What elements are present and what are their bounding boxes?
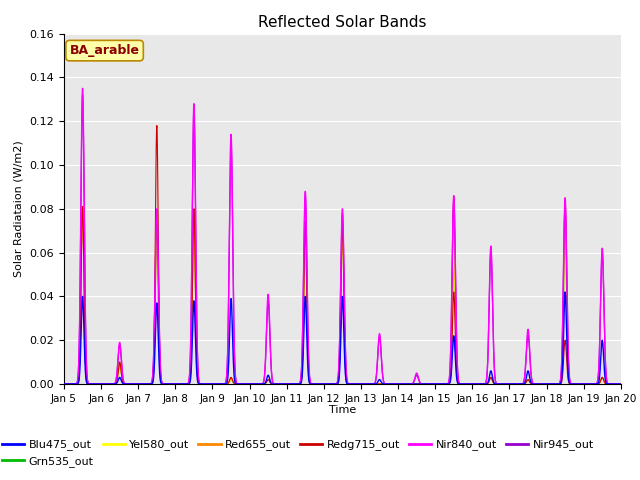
Blu475_out [499,381,507,387]
Grn535_out [436,381,444,387]
Nir840_out [467,381,475,387]
Line: Grn535_out: Grn535_out [64,209,621,384]
Redg715_out [153,123,161,129]
Blu475_out [467,381,475,387]
Blu475_out [322,381,330,387]
Yel580_out [161,381,168,387]
Red655_out [617,381,625,387]
Red655_out [468,381,476,387]
Redg715_out [499,381,507,387]
Yel580_out [357,381,365,387]
Line: Yel580_out: Yel580_out [64,209,621,384]
Red655_out [450,193,458,199]
Redg715_out [161,381,168,387]
Line: Nir945_out: Nir945_out [64,95,621,384]
Blu475_out [617,381,625,387]
Red655_out [160,381,168,387]
Line: Blu475_out: Blu475_out [64,292,621,384]
Nir840_out [436,381,444,387]
Red655_out [322,381,330,387]
Redg715_out [468,381,476,387]
Nir945_out [79,92,86,98]
Nir945_out [467,381,475,387]
Redg715_out [617,381,625,387]
Grn535_out [499,381,507,387]
Nir945_out [616,381,624,387]
Nir840_out [616,381,624,387]
Blu475_out [436,381,444,387]
Red655_out [616,381,624,387]
Yel580_out [436,381,444,387]
Red655_out [499,381,507,387]
Grn535_out [322,381,330,387]
Blu475_out [394,381,402,387]
Blu475_out [616,381,624,387]
Redg715_out [60,381,68,387]
Grn535_out [616,381,624,387]
Nir840_out [79,85,86,91]
Yel580_out [616,381,624,387]
Legend: Blu475_out, Grn535_out, Yel580_out, Red655_out, Redg715_out, Nir840_out, Nir945_: Blu475_out, Grn535_out, Yel580_out, Red6… [0,435,598,471]
Yel580_out [79,206,86,212]
Redg715_out [616,381,624,387]
Grn535_out [617,381,625,387]
Nir840_out [499,381,507,387]
Yel580_out [499,381,507,387]
Blu475_out [60,381,68,387]
Nir945_out [161,381,168,387]
Blu475_out [160,381,168,387]
Line: Redg715_out: Redg715_out [64,126,621,384]
Yel580_out [617,381,625,387]
Grn535_out [79,206,86,212]
Yel580_out [60,381,68,387]
X-axis label: Time: Time [329,405,356,415]
Yel580_out [322,381,330,387]
Grn535_out [357,381,365,387]
Nir840_out [322,381,330,387]
Line: Red655_out: Red655_out [64,196,621,384]
Nir945_out [617,381,625,387]
Nir840_out [60,381,68,387]
Grn535_out [60,381,68,387]
Nir945_out [436,381,444,387]
Nir840_out [161,381,168,387]
Redg715_out [436,381,444,387]
Grn535_out [468,381,476,387]
Yel580_out [468,381,476,387]
Nir945_out [322,381,330,387]
Red655_out [357,381,365,387]
Nir945_out [60,381,68,387]
Y-axis label: Solar Radiataion (W/m2): Solar Radiataion (W/m2) [14,141,24,277]
Line: Nir840_out: Nir840_out [64,88,621,384]
Blu475_out [561,289,569,295]
Red655_out [436,381,444,387]
Redg715_out [322,381,330,387]
Nir840_out [617,381,625,387]
Text: BA_arable: BA_arable [70,44,140,57]
Grn535_out [161,381,168,387]
Red655_out [60,381,68,387]
Title: Reflected Solar Bands: Reflected Solar Bands [258,15,427,30]
Redg715_out [357,381,365,387]
Nir945_out [499,381,507,387]
